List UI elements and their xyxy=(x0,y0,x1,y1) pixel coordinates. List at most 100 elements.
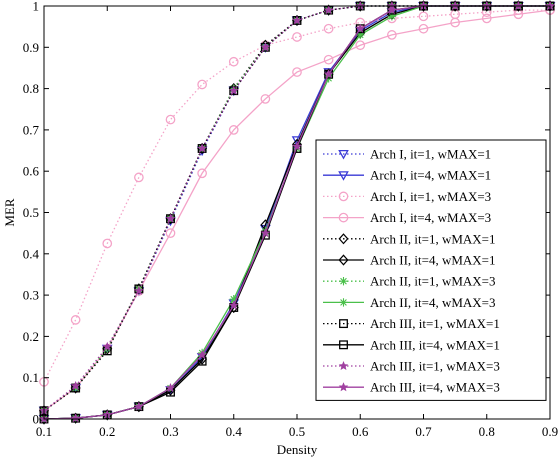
y-tick-label: 0.8 xyxy=(23,81,39,96)
y-tick-label: 0.2 xyxy=(23,329,39,344)
data-point xyxy=(292,15,302,25)
legend-marker xyxy=(339,298,348,307)
y-tick-label: 0.1 xyxy=(23,370,39,385)
legend-marker xyxy=(338,254,349,266)
data-point xyxy=(323,5,334,15)
data-point xyxy=(197,143,207,153)
data-point xyxy=(197,350,207,360)
legend-entry: Arch III, it=1, wMAX=3 xyxy=(323,359,500,374)
legend-entry: Arch II, it=4, wMAX=3 xyxy=(323,295,496,310)
y-tick-label: 0.6 xyxy=(23,164,40,179)
data-point xyxy=(260,228,271,238)
legend-label: Arch II, it=4, wMAX=1 xyxy=(370,253,496,268)
legend-marker xyxy=(338,212,349,223)
legend-entry: Arch III, it=4, wMAX=3 xyxy=(323,380,500,395)
y-tick-label: 0.3 xyxy=(23,288,39,303)
data-point xyxy=(260,42,271,52)
y-tick-label: 0.5 xyxy=(23,205,39,220)
legend-label: Arch II, it=1, wMAX=3 xyxy=(370,274,496,289)
legend-marker xyxy=(339,277,348,286)
data-point xyxy=(323,23,334,34)
data-point xyxy=(102,238,113,249)
data-point xyxy=(229,295,238,304)
legend-label: Arch I, it=4, wMAX=3 xyxy=(370,210,491,225)
legend-label: Arch III, it=1, wMAX=3 xyxy=(370,359,500,374)
legend-entry: Arch III, it=4, wMAX=1 xyxy=(323,337,500,352)
data-point xyxy=(229,85,239,95)
legend-marker xyxy=(338,191,349,202)
data-point xyxy=(481,13,492,24)
data-point xyxy=(418,11,429,22)
legend-label: Arch II, it=4, wMAX=3 xyxy=(370,295,496,310)
legend: Arch I, it=1, wMAX=1 Arch I, it=4, wMAX=1… xyxy=(315,139,547,401)
legend-entry: Arch I, it=1, wMAX=3 xyxy=(323,189,491,204)
data-point xyxy=(355,23,365,33)
data-point xyxy=(387,12,397,21)
x-tick-label: 0.8 xyxy=(479,424,495,439)
data-point xyxy=(165,114,176,125)
data-point xyxy=(323,54,334,65)
legend-marker xyxy=(339,319,348,329)
data-point xyxy=(134,172,144,183)
y-tick-label: 0.7 xyxy=(23,122,40,137)
data-point xyxy=(228,301,239,314)
x-tick-label: 0.9 xyxy=(542,424,558,439)
data-point xyxy=(387,30,397,40)
data-point xyxy=(260,94,271,104)
legend-marker xyxy=(338,361,349,371)
data-point xyxy=(165,228,176,238)
data-point xyxy=(323,69,334,79)
y-tick-label: 0.4 xyxy=(23,246,40,261)
data-point xyxy=(70,382,81,394)
data-point xyxy=(134,401,144,411)
legend-entry: Arch I, it=1, wMAX=1 xyxy=(323,147,491,162)
data-point xyxy=(197,168,207,179)
data-point xyxy=(418,23,429,34)
legend-entry: Arch II, it=1, wMAX=1 xyxy=(323,231,496,246)
data-point xyxy=(70,413,81,423)
x-tick-label: 0.2 xyxy=(99,424,115,439)
data-point xyxy=(292,32,302,42)
data-point xyxy=(450,17,460,28)
legend-label: Arch III, it=1, wMAX=1 xyxy=(370,316,500,331)
data-point xyxy=(229,300,239,310)
data-point xyxy=(102,341,112,351)
data-point xyxy=(197,356,207,366)
series-line xyxy=(43,5,550,412)
x-tick-label: 0.4 xyxy=(226,424,243,439)
data-point xyxy=(292,67,302,77)
legend-label: Arch I, it=4, wMAX=1 xyxy=(370,168,491,183)
legend-marker xyxy=(338,233,349,245)
legend-box xyxy=(315,139,547,401)
legend-entry: Arch II, it=1, wMAX=3 xyxy=(323,274,496,289)
x-tick-label: 0.7 xyxy=(415,424,432,439)
legend-marker xyxy=(338,149,349,160)
y-tick-label: 0 xyxy=(33,412,40,427)
data-point xyxy=(356,30,365,40)
data-point xyxy=(165,383,176,393)
legend-label: Arch I, it=1, wMAX=3 xyxy=(370,189,491,204)
y-tick-label: 1 xyxy=(33,0,40,14)
x-tick-label: 0.3 xyxy=(162,424,178,439)
x-tick-label: 0.6 xyxy=(352,424,369,439)
legend-entry: Arch III, it=1, wMAX=1 xyxy=(323,316,500,331)
axis-layer: 0.1 0.2 0.3 0.4 0.5 0.6 0.7 0.8 0.900.10.20.30.4… xyxy=(23,0,558,439)
data-point xyxy=(133,283,144,295)
data-point xyxy=(134,285,144,296)
legend-entry: Arch I, it=4, wMAX=3 xyxy=(323,210,491,225)
legend-entry: Arch II, it=4, wMAX=1 xyxy=(323,253,496,268)
data-point xyxy=(292,141,302,151)
x-axis-title: Density xyxy=(277,442,318,457)
legend-label: Arch III, it=4, wMAX=3 xyxy=(370,380,500,395)
legend-label: Arch III, it=4, wMAX=1 xyxy=(370,337,500,352)
series-line xyxy=(43,9,550,383)
legend-entry: Arch I, it=4, wMAX=1 xyxy=(323,168,491,183)
data-point xyxy=(70,380,81,390)
data-point xyxy=(228,125,239,135)
legend-marker xyxy=(339,340,348,350)
data-point xyxy=(70,315,81,325)
legend-label: Arch II, it=1, wMAX=1 xyxy=(370,231,496,246)
x-tick-label: 0.1 xyxy=(36,424,52,439)
